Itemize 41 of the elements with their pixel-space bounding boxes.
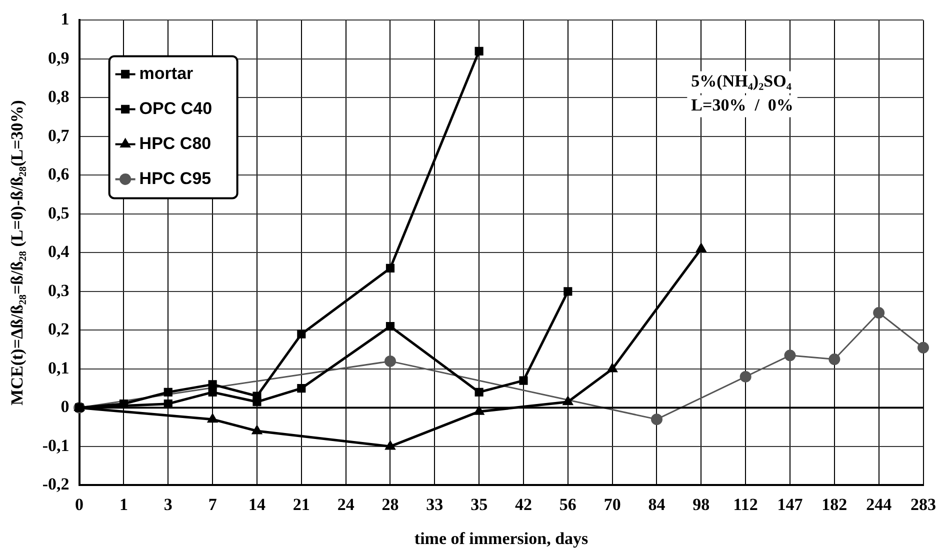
y-tick-label: 0,9 [48, 48, 70, 68]
x-tick-label: 244 [866, 494, 892, 514]
x-tick-label: 3 [164, 494, 172, 514]
x-tick-label: 0 [75, 494, 84, 514]
x-tick-label: 14 [248, 494, 266, 514]
x-tick-label: 283 [910, 494, 936, 514]
x-tick-label: 33 [426, 494, 444, 514]
y-tick-label: 0,1 [48, 358, 70, 378]
x-tick-label: 70 [604, 494, 621, 514]
x-tick-label: 42 [514, 494, 532, 514]
legend-label: HPC C80 [139, 134, 212, 153]
y-tick-label: 0,3 [48, 280, 70, 300]
x-tick-label: 1 [119, 494, 128, 514]
y-tick-label: 0,6 [48, 164, 70, 184]
y-tick-label: -0,2 [42, 474, 70, 494]
y-tick-label: 0,2 [48, 320, 70, 339]
annotation: L=30% / 0% [691, 96, 794, 115]
legend-label: mortar [139, 64, 194, 83]
x-tick-label: 182 [822, 494, 848, 514]
y-tick-label: 0,5 [48, 203, 70, 222]
annotation: 5%(NH₄)₂SO₄ [691, 72, 792, 91]
x-tick-label: 147 [777, 494, 804, 514]
x-tick-label: 21 [292, 494, 310, 514]
y-tick-label: 0,7 [48, 126, 70, 145]
y-tick-label: 0 [60, 397, 70, 416]
x-tick-label: 98 [692, 494, 710, 514]
x-tick-label: 28 [382, 494, 399, 514]
legend-label: HPC C95 [139, 168, 212, 188]
x-tick-label: 112 [733, 494, 758, 514]
legend-label: OPC C40 [139, 98, 212, 118]
x-axis-title: time of immersion, days [414, 529, 589, 548]
y-tick-label: -0,1 [42, 436, 70, 455]
x-tick-label: 7 [208, 494, 218, 514]
x-tick-label: 35 [470, 494, 488, 514]
x-tick-label: 56 [559, 494, 576, 514]
y-tick-label: 0,8 [48, 87, 70, 106]
y-tick-label: 0,4 [48, 242, 70, 262]
x-tick-label: 24 [337, 494, 355, 514]
y-tick-label: 1 [60, 10, 70, 29]
y-axis-title: MCE(t)=Δß/ß₂₈=ß/ß₂₈ (L=0)-ß/ß₂₈(L=30%) [8, 100, 27, 406]
x-tick-label: 84 [648, 494, 666, 514]
